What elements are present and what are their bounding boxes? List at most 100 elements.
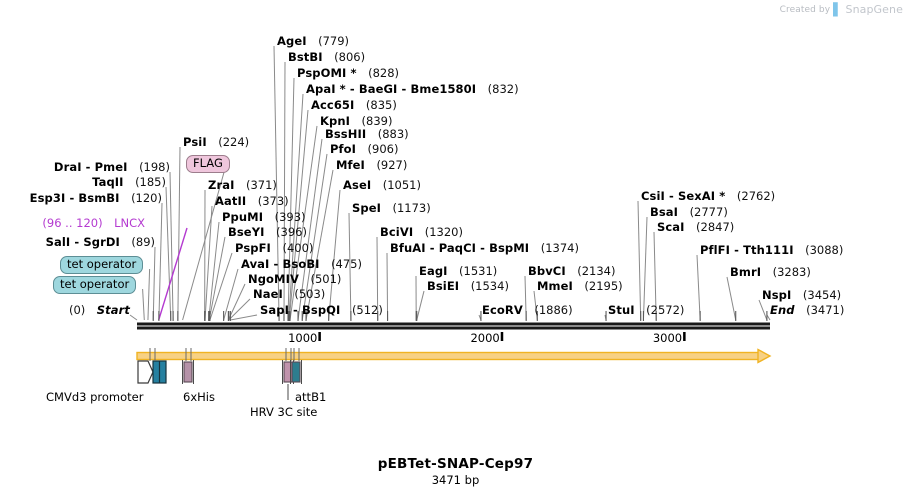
- enzyme-label-eagi: EagI (1531): [419, 265, 497, 277]
- ruler-group: [318, 332, 686, 341]
- enzyme-label-agei: AgeI (779): [277, 35, 349, 47]
- enzyme-position: (224): [218, 135, 250, 149]
- enzyme-label-asei: AseI (1051): [343, 179, 421, 191]
- snapgene-watermark: Created by ▌ SnapGene: [780, 3, 903, 16]
- enzyme-position: (2195): [584, 279, 623, 293]
- enzyme-names: MfeI: [336, 158, 365, 172]
- enzyme-names: BbvCI: [528, 264, 566, 278]
- leader-line: [273, 45, 280, 321]
- watermark-prefix: Created by: [779, 4, 831, 15]
- orf-arrowhead: [757, 348, 772, 364]
- feature-chip-tet2: tet operator: [53, 276, 137, 294]
- range-label-lncx: (96 .. 120) LNCX: [42, 217, 145, 229]
- enzyme-names: NgoMIV: [248, 272, 299, 286]
- enzyme-position: (839): [361, 114, 393, 128]
- enzyme-names: ZraI: [208, 178, 235, 192]
- leader-line: [642, 216, 648, 321]
- orf-body: [136, 351, 762, 361]
- enzyme-position: (883): [377, 127, 409, 141]
- enzyme-label-ecorv: EcoRV (1886): [482, 304, 573, 316]
- enzyme-position: (198): [139, 160, 170, 174]
- enzyme-names: BciVI: [380, 225, 414, 239]
- enzyme-label-avai: AvaI - BsoBI (475): [241, 258, 362, 270]
- leader-line: [726, 276, 737, 321]
- leader-line: [227, 283, 246, 321]
- enzyme-label-bcivi: BciVI (1320): [380, 226, 463, 238]
- enzyme-names: AatII: [215, 194, 247, 208]
- leader-line-chip: [147, 268, 151, 321]
- range-name: LNCX: [114, 216, 145, 230]
- enzyme-position: (1531): [459, 264, 498, 278]
- enzyme-label-sapi: SapI - BspQI (512): [260, 304, 383, 316]
- enzyme-names: PpuMI: [222, 210, 264, 224]
- enzyme-label-aatii: AatII (373): [215, 195, 289, 207]
- leader-line: [758, 299, 768, 321]
- enzyme-names: PsiI: [183, 135, 207, 149]
- enzyme-label-mfei: MfeI (927): [336, 159, 407, 171]
- cut-site-ticks-group: [152, 311, 768, 321]
- enzyme-label-ngomiv: NgoMIV (501): [248, 273, 341, 285]
- enzyme-names: BsiEI: [427, 279, 460, 293]
- orf-arrow-group: [136, 348, 772, 364]
- ruler-label: 3000: [652, 331, 683, 345]
- leader-line: [288, 109, 309, 321]
- enzyme-label-apai: ApaI * - BaeGI - Bme1580I (832): [306, 83, 519, 95]
- terminal-name: Start: [96, 303, 130, 317]
- enzyme-position: (2762): [736, 189, 776, 203]
- watermark-brand: SnapGene: [845, 3, 903, 16]
- enzyme-names: AvaI - BsoBI: [241, 257, 320, 271]
- enzyme-label-bbvci: BbvCI (2134): [528, 265, 615, 277]
- ruler-label: 1000: [288, 331, 318, 345]
- enzyme-label-bsiei: BsiEI (1534): [427, 280, 509, 292]
- enzyme-position: (832): [487, 82, 519, 96]
- enzyme-position: (373): [257, 194, 289, 208]
- enzyme-label-bstbi: BstBI (806): [288, 51, 365, 63]
- enzyme-position: (1886): [534, 303, 573, 317]
- enzyme-names: PfoI: [330, 142, 357, 156]
- enzyme-label-stui: StuI (2572): [608, 304, 684, 316]
- enzyme-position: (2572): [646, 303, 685, 317]
- enzyme-position: (1173): [392, 201, 431, 215]
- leader-line-chip: [142, 288, 145, 321]
- enzyme-names: KpnI: [320, 114, 351, 128]
- enzyme-position: (806): [334, 50, 366, 64]
- enzyme-names: BssHII: [325, 127, 367, 141]
- enzyme-label-csii: CsiI - SexAI * (2762): [641, 190, 775, 202]
- enzyme-names: AseI: [343, 178, 372, 192]
- feature-name-hrv3c: HRV 3C site: [250, 405, 318, 419]
- enzyme-label-bsai: BsaI (2777): [650, 206, 728, 218]
- enzyme-position: (501): [310, 272, 342, 286]
- enzyme-position: (927): [376, 158, 408, 172]
- enzyme-position: (400): [282, 241, 314, 255]
- enzyme-position: (503): [294, 287, 326, 301]
- enzyme-position: (120): [131, 191, 162, 205]
- enzyme-label-bfuai: BfuAI - PaqCI - BspMI (1374): [390, 242, 579, 254]
- leader-line: [637, 200, 642, 321]
- enzyme-position: (512): [351, 303, 383, 317]
- enzyme-label-acc65i: Acc65I (835): [311, 99, 397, 111]
- leader-line-chip: [182, 167, 226, 321]
- enzyme-position: (185): [135, 175, 166, 189]
- leader-line: [177, 146, 181, 321]
- leader-line: [376, 236, 379, 321]
- terminal-label-start: (0) Start: [69, 304, 130, 316]
- feature-chip-tet1: tet operator: [60, 256, 144, 274]
- enzyme-position: (475): [331, 257, 362, 271]
- enzyme-position: (2777): [689, 205, 728, 219]
- leader-line: [348, 212, 352, 321]
- leader-line: [208, 236, 226, 321]
- range-position: (96 .. 120): [42, 216, 103, 230]
- enzyme-names: EagI: [419, 264, 448, 278]
- snapgene-logo-icon: ▌: [833, 2, 843, 16]
- enzyme-label-sali: SalI - SgrDI (89): [46, 236, 155, 248]
- enzyme-names: BstBI: [288, 50, 323, 64]
- enzyme-names: DraI - PmeI: [53, 160, 128, 174]
- enzyme-label-pspomi: PspOMI * (828): [297, 67, 399, 79]
- enzyme-names: NspI: [762, 288, 792, 302]
- enzyme-position: (1374): [540, 241, 579, 255]
- feature-name-6xhis: 6xHis: [183, 390, 215, 404]
- leader-line: [653, 231, 657, 321]
- enzyme-names: MmeI: [537, 279, 573, 293]
- leader-line: [158, 202, 163, 321]
- leader-line: [287, 77, 295, 321]
